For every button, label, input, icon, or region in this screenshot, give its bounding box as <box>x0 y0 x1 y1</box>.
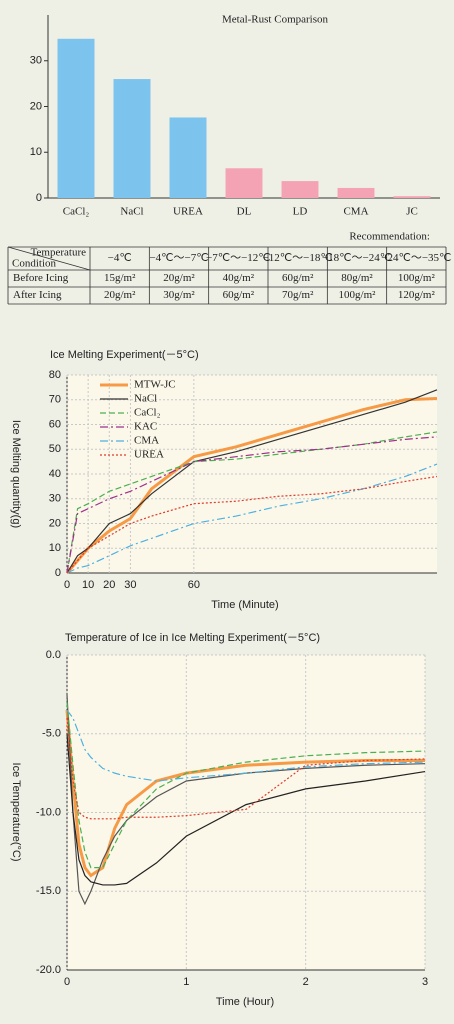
table-cell: Temperature <box>31 247 87 259</box>
table-cell: Condition <box>12 258 57 270</box>
table-cell: −24℃～−35℃ <box>381 252 451 264</box>
x-tick-label: 0 <box>64 976 70 988</box>
y-tick-label: 70 <box>49 394 61 406</box>
table-cell: 80g/m² <box>341 272 373 284</box>
data-line <box>65 709 425 878</box>
table-cell: 40g/m² <box>223 272 255 284</box>
x-tick-label: NaCl <box>120 206 143 218</box>
legend-label: CaCl₂ <box>134 407 161 419</box>
x-tick-label: UREA <box>173 206 203 218</box>
chart-title: Ice Melting Experiment(－5°C) <box>50 349 199 361</box>
table-cell: 20g/m² <box>104 289 136 301</box>
x-axis-label: Time (Hour) <box>216 996 274 1008</box>
bar <box>225 168 263 198</box>
x-tick-label: 2 <box>303 976 309 988</box>
bar <box>337 187 375 198</box>
data-line <box>66 436 438 574</box>
legend-label: NaCl <box>134 393 157 405</box>
table-cell: −12℃～−18℃ <box>263 252 333 264</box>
x-tick-label: 30 <box>124 579 136 591</box>
data-line <box>66 733 426 886</box>
y-tick-label: 0 <box>36 192 42 204</box>
data-line <box>66 702 426 869</box>
table-diagonal <box>7 246 91 271</box>
x-tick-label: LD <box>293 206 308 218</box>
table-cell: 100g/m² <box>339 289 377 301</box>
bar <box>169 117 207 198</box>
x-tick-label: JC <box>406 206 418 218</box>
x-tick-label: 20 <box>103 579 115 591</box>
x-tick-label: 60 <box>188 579 200 591</box>
table-cell: 20g/m² <box>163 272 195 284</box>
table-cell: 15g/m² <box>104 272 136 284</box>
x-tick-label: 1 <box>183 976 189 988</box>
y-tick-label: 80 <box>49 369 61 381</box>
legend-label: CMA <box>134 435 159 447</box>
table-cell: 70g/m² <box>282 289 314 301</box>
y-tick-label: 0 <box>55 567 61 579</box>
x-tick-label: CMA <box>343 206 368 218</box>
y-tick-label: -10.0 <box>36 806 61 818</box>
y-tick-label: 30 <box>30 55 42 67</box>
bar <box>57 38 95 198</box>
chart-title: Temperature of Ice in Ice Melting Experi… <box>65 632 320 644</box>
table-cell: −4℃ <box>108 252 132 264</box>
bar <box>113 79 151 198</box>
table-cell: 120g/m² <box>398 289 436 301</box>
table-cell: −7℃～−12℃ <box>206 252 271 264</box>
y-tick-label: -15.0 <box>36 885 61 897</box>
y-tick-label: 30 <box>49 493 61 505</box>
table-cell: −4℃～−7℃ <box>149 252 208 264</box>
y-tick-label: 0.0 <box>46 649 61 661</box>
table-cell: 60g/m² <box>282 272 314 284</box>
data-line <box>66 717 426 820</box>
legend-label: UREA <box>134 449 164 461</box>
x-tick-label: CaCl₂ <box>63 206 90 218</box>
legend-label: KAC <box>134 421 157 433</box>
x-tick-label: 10 <box>82 579 94 591</box>
table-cell: 100g/m² <box>398 272 436 284</box>
y-tick-label: 40 <box>49 468 61 480</box>
y-tick-label: 50 <box>49 443 61 455</box>
legend-label: MTW-JC <box>134 379 176 391</box>
table-cell: 30g/m² <box>163 289 195 301</box>
plot-background <box>67 655 425 970</box>
bar <box>393 196 431 198</box>
table-cell: −18℃～−24℃ <box>322 252 392 264</box>
table-cell: Before Icing <box>13 272 69 284</box>
y-axis-label: Ice Melting quantity(g) <box>10 420 22 528</box>
table-cell: After Icing <box>13 289 62 301</box>
y-tick-label: 20 <box>30 100 42 112</box>
y-axis-label: Ice Temperature(°C) <box>10 763 22 862</box>
y-tick-label: 10 <box>49 542 61 554</box>
x-tick-label: 3 <box>422 976 428 988</box>
data-line <box>66 694 426 906</box>
y-tick-label: 10 <box>30 146 42 158</box>
data-line <box>66 475 438 574</box>
x-tick-label: 0 <box>64 579 70 591</box>
table-note: Recommendation: <box>349 231 430 243</box>
chart-title: Metal-Rust Comparison <box>222 14 329 26</box>
table-cell: 60g/m² <box>223 289 255 301</box>
y-tick-label: 60 <box>49 418 61 430</box>
y-tick-label: 20 <box>49 517 61 529</box>
x-tick-label: DL <box>237 206 252 218</box>
y-tick-label: -5.0 <box>42 728 61 740</box>
x-axis-label: Time (Minute) <box>211 599 278 611</box>
y-tick-label: -20.0 <box>36 964 61 976</box>
bar <box>281 181 319 198</box>
